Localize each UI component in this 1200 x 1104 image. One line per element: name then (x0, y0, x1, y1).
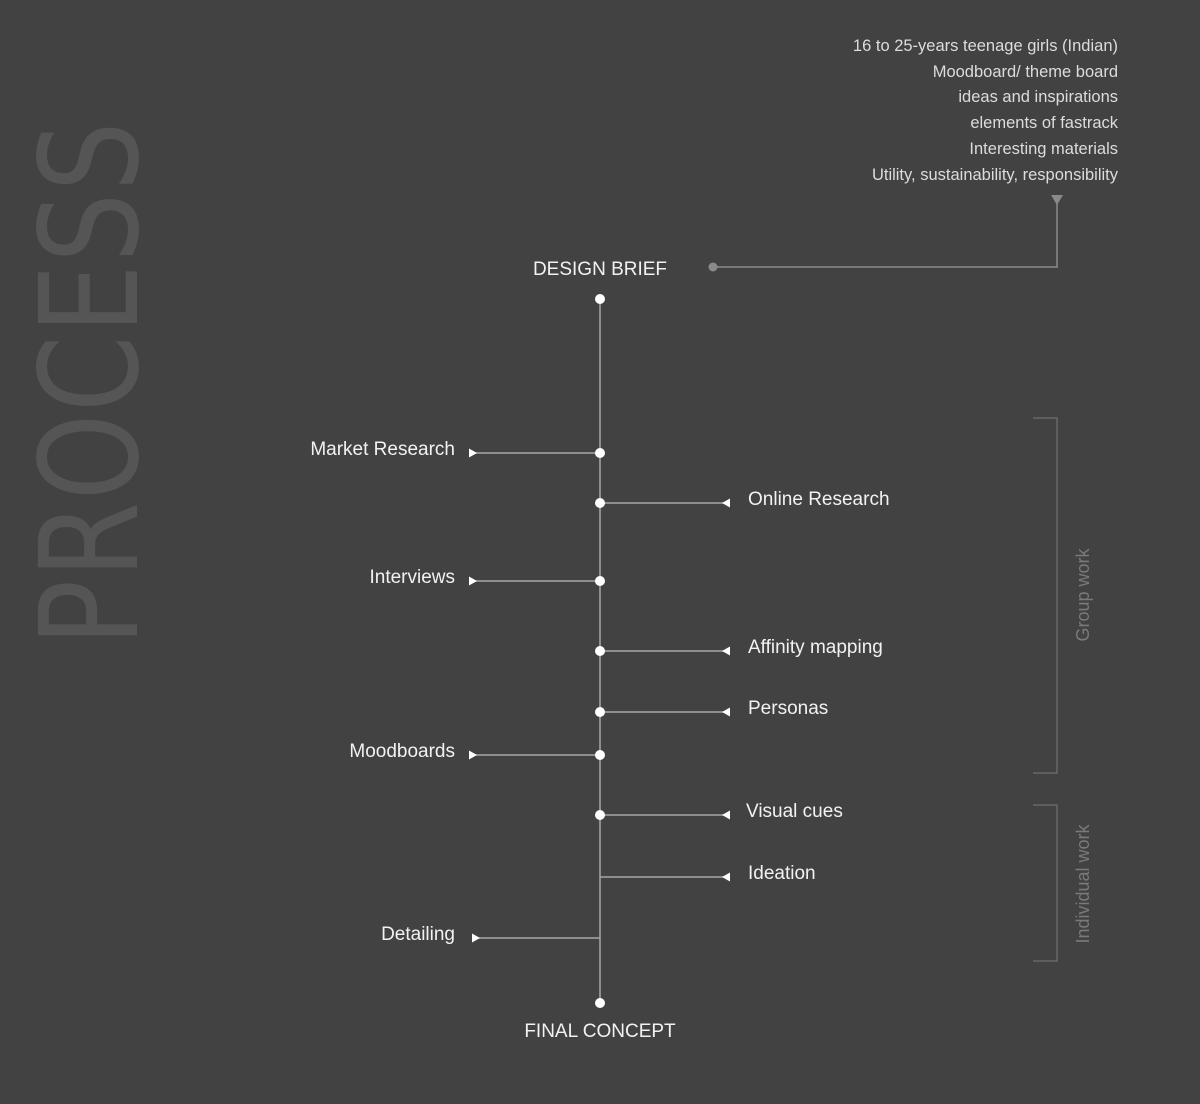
step-personas: Personas (595, 698, 828, 719)
arrow-left-icon (722, 498, 730, 508)
arrow-left-icon (722, 872, 730, 882)
arrow-left-icon (722, 810, 730, 820)
connector-line (713, 200, 1058, 268)
step-label: Ideation (748, 863, 816, 884)
arrow-left-icon (722, 646, 730, 656)
step-dot (595, 576, 605, 586)
step-online-research: Online Research (595, 489, 890, 510)
step-dot (595, 810, 605, 820)
bracket (1033, 417, 1058, 774)
bracket (1033, 804, 1058, 962)
arrow-right-icon (469, 448, 477, 458)
step-visual-cues: Visual cues (595, 801, 843, 822)
step-dot (595, 646, 605, 656)
arrow-right-icon (469, 750, 477, 760)
steps: Market Research Online Research Interviews… (310, 439, 889, 945)
process-title: PROCESS (12, 120, 170, 646)
step-label: Online Research (748, 489, 890, 510)
arrow-right-icon (472, 933, 480, 943)
arrow-left-icon (722, 707, 730, 717)
step-label: Moodboards (349, 741, 455, 762)
step-label: Affinity mapping (748, 637, 883, 658)
brief-note: Moodboard/ theme board (933, 63, 1118, 81)
brief-note: Utility, sustainability, responsibility (872, 166, 1119, 184)
group-label: Group work (1073, 547, 1093, 641)
start-dot (595, 294, 605, 304)
brief-connector (708, 195, 1063, 272)
step-market-research: Market Research (310, 439, 605, 460)
step-label: Interviews (369, 567, 455, 588)
step-ideation: Ideation (600, 863, 816, 884)
arrow-right-icon (469, 576, 477, 586)
group-bracket-group-work: Group work (1033, 417, 1093, 774)
brief-notes: 16 to 25-years teenage girls (Indian) Mo… (853, 37, 1119, 184)
brief-note: Interesting materials (969, 140, 1118, 158)
step-detailing: Detailing (381, 924, 600, 945)
step-dot (595, 448, 605, 458)
step-label: Market Research (310, 439, 455, 460)
brief-note: ideas and inspirations (958, 88, 1118, 106)
start-label: DESIGN BRIEF (533, 259, 667, 280)
end-dot (595, 998, 605, 1008)
brief-note: elements of fastrack (970, 114, 1118, 132)
arrow-up-icon (1051, 195, 1063, 205)
step-label: Personas (748, 698, 828, 719)
step-dot (595, 707, 605, 717)
step-label: Visual cues (746, 801, 843, 822)
step-label: Detailing (381, 924, 455, 945)
brief-note: 16 to 25-years teenage girls (Indian) (853, 37, 1118, 55)
end-label: FINAL CONCEPT (524, 1021, 676, 1042)
step-interviews: Interviews (369, 567, 605, 588)
group-bracket-individual-work: Individual work (1033, 804, 1093, 962)
step-moodboards: Moodboards (349, 741, 605, 762)
step-affinity-mapping: Affinity mapping (595, 637, 883, 658)
group-label: Individual work (1073, 823, 1093, 943)
step-dot (595, 498, 605, 508)
step-dot (595, 750, 605, 760)
